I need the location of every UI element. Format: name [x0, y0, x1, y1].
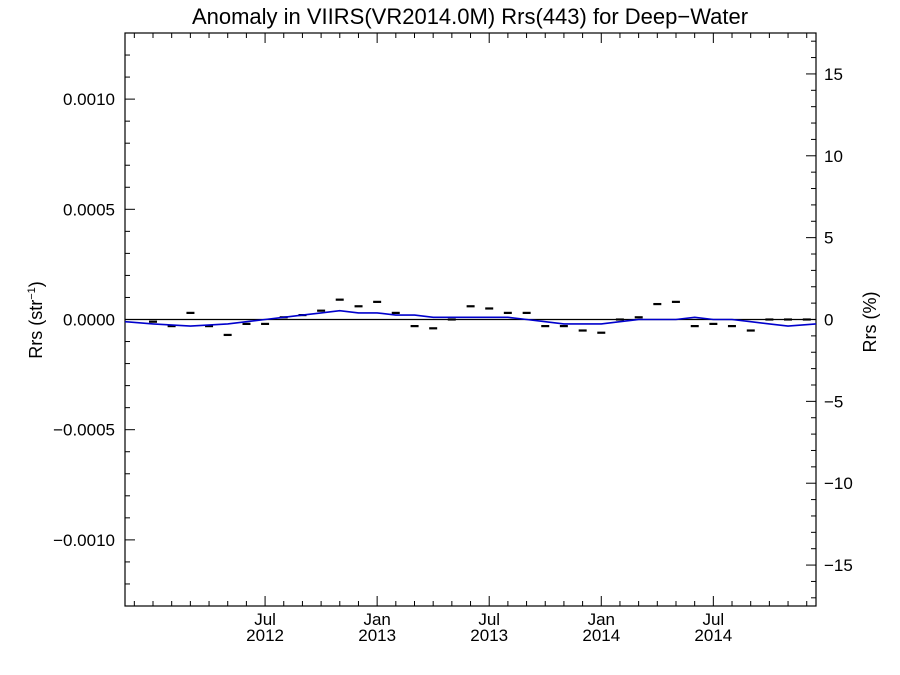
series-layer	[124, 298, 817, 337]
x-tick-label-month: Jan	[363, 610, 390, 629]
y-tick-label-left: −0.0005	[53, 421, 115, 440]
x-tick-label-year: 2014	[694, 626, 732, 645]
right-y-axis-label: Rrs (%)	[860, 292, 880, 353]
x-tick-label-month: Jan	[588, 610, 615, 629]
x-tick-label-year: 2013	[470, 626, 508, 645]
y-tick-label-right: 15	[824, 65, 843, 84]
x-tick-label-month: Jul	[478, 610, 500, 629]
right-y-tick-labels: 15 10 5 0 −5 −10 −15	[824, 65, 853, 575]
x-tick-label-month: Jul	[254, 610, 276, 629]
x-tick-label-year: 2013	[358, 626, 396, 645]
y-tick-label-right: 5	[824, 229, 833, 248]
y-tick-label-left: 0.0010	[63, 90, 115, 109]
x-tick-label-year: 2014	[582, 626, 620, 645]
y-tick-label-right: 0	[824, 311, 833, 330]
y-tick-label-right: −5	[824, 392, 843, 411]
left-y-tick-labels: 0.0010 0.0005 0.0000 −0.0005 −0.0010	[53, 90, 115, 550]
y-tick-label-right: −10	[824, 474, 853, 493]
y-tick-label-left: 0.0005	[63, 200, 115, 219]
chart-title: Anomaly in VIIRS(VR2014.0M) Rrs(443) for…	[192, 4, 748, 29]
y-tick-label-right: 10	[824, 147, 843, 166]
y-tick-label-left: 0.0000	[63, 311, 115, 330]
smoothed-anomaly-line	[124, 309, 817, 327]
y-tick-label-right: −15	[824, 556, 853, 575]
x-tick-label-year: 2012	[246, 626, 284, 645]
y-tick-label-left: −0.0010	[53, 531, 115, 550]
left-y-axis-label: Rrs (str−1)	[26, 281, 46, 359]
x-tick-label-month: Jul	[702, 610, 724, 629]
